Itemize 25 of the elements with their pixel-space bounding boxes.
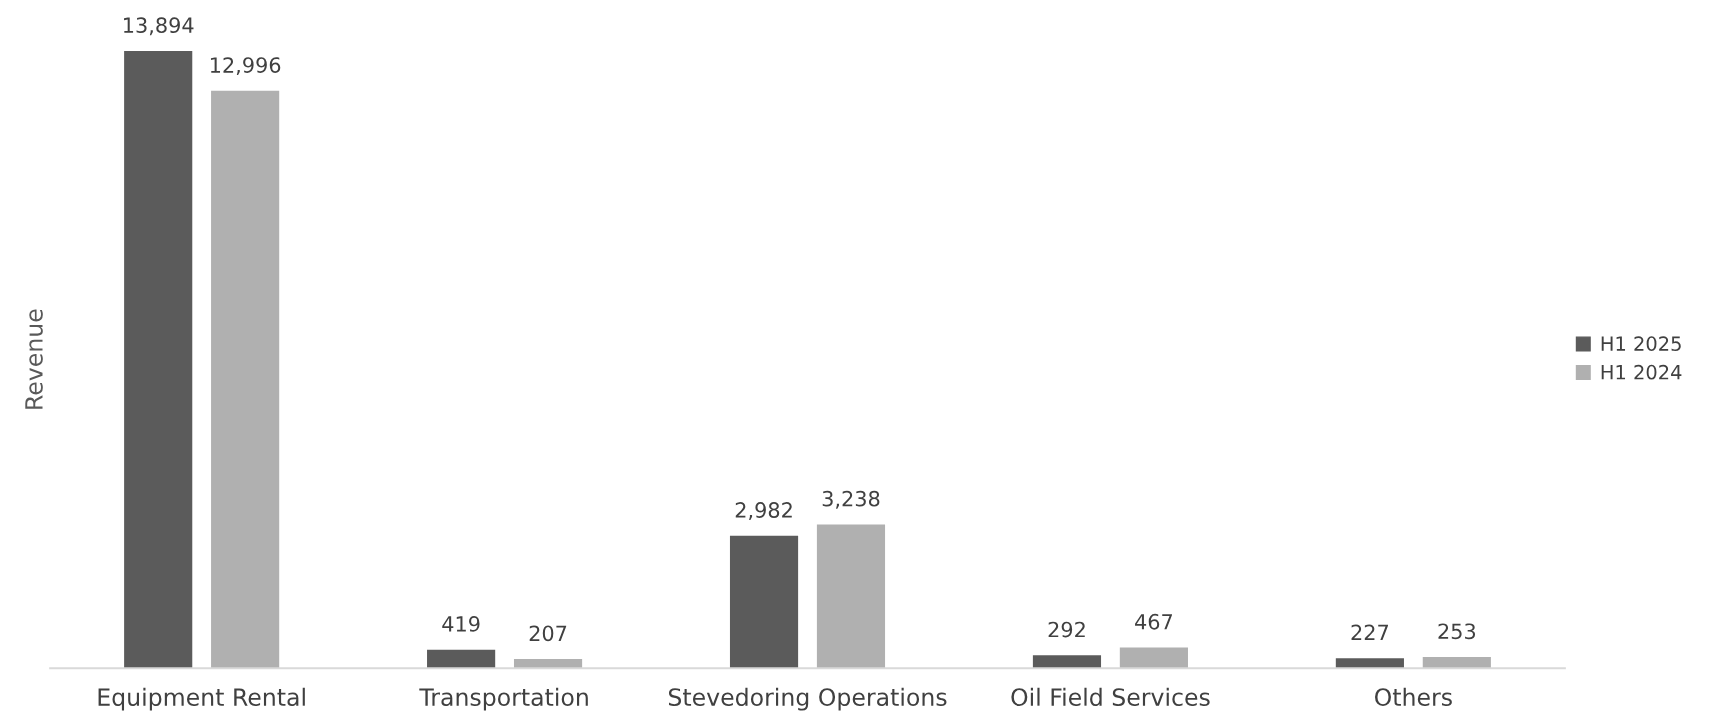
data-label: 419 — [442, 616, 480, 632]
data-label: 227 — [1351, 624, 1388, 640]
data-label: 207 — [529, 625, 567, 642]
y-axis-title: Revenue — [25, 309, 43, 409]
data-label: 2,982 — [735, 502, 792, 521]
data-label: 467 — [1135, 613, 1173, 630]
x-tick-label: Others — [1375, 687, 1452, 707]
bar — [1119, 647, 1188, 669]
legend-label: H1 2025 — [1601, 336, 1681, 351]
bar — [211, 90, 280, 669]
legend-label: H1 2024 — [1601, 364, 1682, 380]
x-tick-label: Transportation — [419, 687, 588, 711]
x-tick-label: Stevedoring Operations — [668, 687, 947, 711]
data-label: 3,238 — [822, 490, 880, 509]
x-tick-label: Oil Field Services — [1011, 687, 1210, 707]
data-label: 12,996 — [210, 57, 281, 76]
bar — [124, 50, 193, 669]
data-label: 13,894 — [124, 17, 194, 36]
x-tick-label: Equipment Rental — [98, 687, 305, 711]
bar — [816, 524, 886, 669]
data-label: 292 — [1048, 621, 1085, 638]
bar — [1032, 655, 1102, 669]
data-label: 253 — [1438, 623, 1476, 640]
bar — [427, 649, 496, 669]
bar — [729, 535, 799, 669]
